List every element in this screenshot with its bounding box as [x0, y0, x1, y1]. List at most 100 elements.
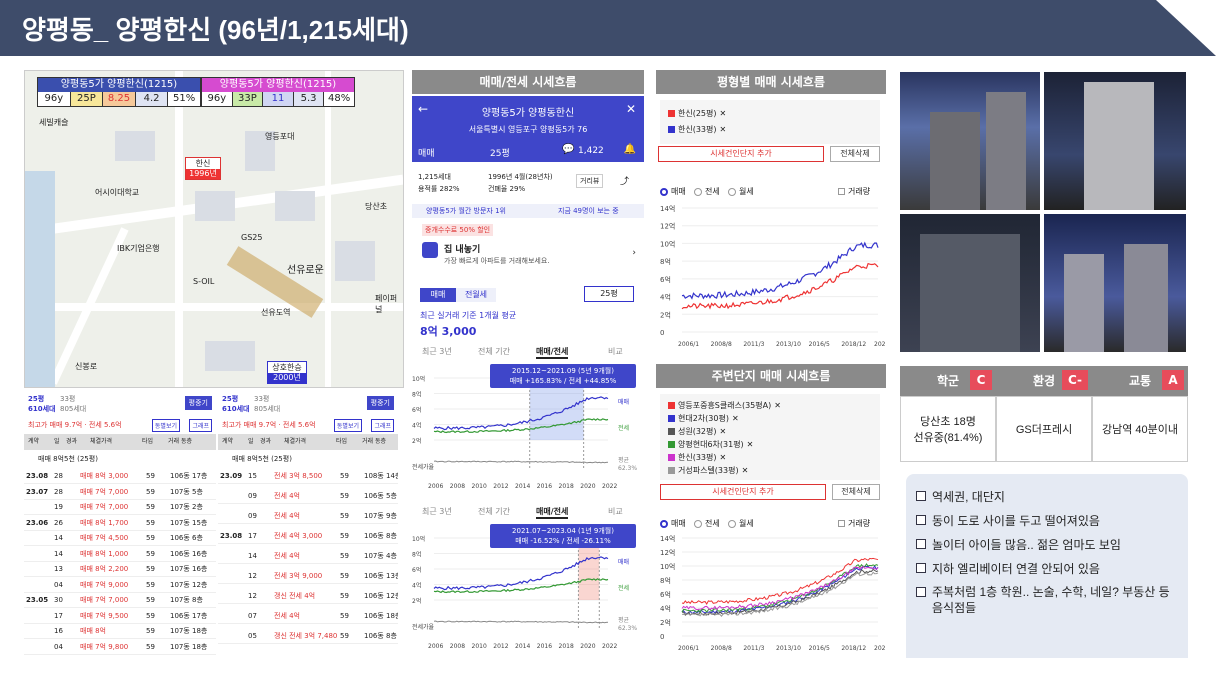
table-row[interactable]: 12 갱신 전세 4억 59 106동 12층	[218, 588, 398, 604]
chat-icon[interactable]: 💬	[562, 144, 575, 155]
add-complex-button[interactable]: 시세건인단지 추가	[658, 146, 824, 162]
table-row[interactable]: 13 매매 8억 2,200 59 107동 16층	[24, 561, 216, 577]
remove-icon[interactable]: ✕	[719, 125, 727, 134]
transaction-table-sale[interactable]: 25평 610세대 33평 805세대 평중기 최고가 매매 9.7억 · 전세 5.6억…	[24, 392, 216, 658]
column-header: 경과	[260, 438, 272, 445]
table-row[interactable]: 07 전세 4억 59 106동 18층	[218, 608, 398, 624]
table-row[interactable]: 16 매매 8억 59 107동 18층	[24, 623, 216, 639]
size-dropdown[interactable]: 25평	[584, 286, 634, 302]
legend-item[interactable]: 양평현대6차(31평) ✕	[668, 439, 753, 450]
radio-sale[interactable]: 매매	[660, 518, 686, 529]
score-head-env: 환경 C-	[996, 366, 1092, 396]
delete-all-button[interactable]: 전체삭제	[830, 146, 880, 162]
callout-text: 매매 -16.52% / 전세 -26.11%	[515, 536, 611, 545]
radio-monthly[interactable]: 월세	[728, 186, 754, 197]
by-dong-button[interactable]: 동별보기	[333, 419, 362, 432]
by-dong-button[interactable]: 동별보기	[151, 419, 180, 432]
legend-item[interactable]: 한신(33평) ✕	[668, 452, 726, 463]
remove-icon[interactable]: ✕	[774, 401, 781, 410]
sell-title[interactable]: 집 내놓기	[444, 245, 481, 255]
table-row[interactable]: 14 전세 4억 59 107동 4층	[218, 548, 398, 564]
table-row[interactable]: 23.08 28 매매 8억 3,000 59 106동 17층	[24, 468, 216, 484]
graph-button[interactable]: 그래프	[371, 419, 394, 432]
remove-icon[interactable]: ✕	[719, 109, 727, 118]
size-tab-33[interactable]: 33평 805세대	[60, 395, 87, 413]
flow-app-panel[interactable]: ← 양평동5가 양평동한신 ✕ 서울특별시 영등포구 양평동5가 76 매매 2…	[412, 96, 644, 658]
graph-button[interactable]: 그래프	[189, 419, 212, 432]
tab-compare[interactable]: 비교	[608, 347, 623, 356]
tab-sale[interactable]: 매매	[420, 288, 456, 302]
column-header: 거래 동층	[168, 438, 192, 445]
tab-rent[interactable]: 전월세	[456, 288, 496, 302]
table-row[interactable]: 23.08 17 전세 4억 3,000 59 106동 8층	[218, 528, 398, 544]
legend-item[interactable]: 영등포중흥S클래스(35평A) ✕	[668, 400, 781, 411]
table-row[interactable]: 09 전세 4억 59 106동 5층	[218, 488, 398, 504]
table-row[interactable]: 23.06 26 매매 8억 1,700 59 107동 15층	[24, 515, 216, 531]
legend-item[interactable]: 거성파스텔(33평) ✕	[668, 465, 748, 476]
x-tick-label: 2011/3	[743, 645, 764, 652]
remove-icon[interactable]: ✕	[719, 427, 727, 436]
table-row[interactable]: 14 매매 8억 1,000 59 106동 16층	[24, 546, 216, 562]
size-tab-25[interactable]: 25평 610세대	[28, 395, 56, 413]
nearby-panel[interactable]: 영등포중흥S클래스(35평A) ✕ 현대2차(30평) ✕ 성원(32평) ✕ 양평현대6차…	[656, 390, 886, 658]
radio-monthly[interactable]: 월세	[728, 518, 754, 529]
map-marker-sangho[interactable]: 상호한승 2000년	[267, 361, 307, 384]
tab-compare[interactable]: 비교	[608, 507, 623, 516]
table-row[interactable]: 12 전세 3억 9,000 59 106동 13층	[218, 568, 398, 584]
remove-icon[interactable]: ✕	[746, 440, 754, 449]
x-tick-label: 2021/7	[874, 645, 886, 652]
visitor-now: 지금 49명이 보는 중	[558, 207, 619, 215]
compare-button[interactable]: 평중기	[366, 396, 394, 410]
table-row[interactable]: 23.07 28 매매 7억 7,000 59 107동 5층	[24, 484, 216, 500]
table-cell: 갱신 전세 4억	[274, 592, 316, 600]
bell-icon[interactable]: 🔔	[623, 144, 636, 155]
add-complex-button[interactable]: 시세건인단지 추가	[660, 484, 826, 500]
infobox-title: 양평동5가 양평한신(1215)	[38, 78, 200, 92]
table-row[interactable]: 23.05 30 매매 7억 7,000 59 107동 8층	[24, 592, 216, 608]
table-cell: 매매 8억 1,700	[80, 518, 129, 527]
remove-icon[interactable]: ✕	[719, 453, 727, 462]
table-cell: 23.06	[26, 518, 49, 527]
legend-item[interactable]: 현대2차(30평) ✕	[668, 413, 739, 424]
streetview-button[interactable]: 거리뷰	[576, 174, 604, 188]
pyeong-panel[interactable]: 한신(25평) ✕ 한신(33평) ✕ 시세건인단지 추가 전체삭제 매매 전세 월…	[656, 96, 886, 354]
table-row[interactable]: 09 전세 4억 59 107동 9층	[218, 508, 398, 524]
tab-all[interactable]: 전체 기간	[478, 507, 510, 516]
tab-3y[interactable]: 최근 3년	[422, 347, 452, 356]
volume-checkbox[interactable]: 거래량	[838, 186, 870, 197]
legend-item[interactable]: 한신(25평) ✕	[668, 108, 726, 119]
table-row[interactable]: 04 매매 7억 9,000 59 107동 12층	[24, 577, 216, 593]
table-row[interactable]: 19 매매 7억 7,000 59 107동 2층	[24, 499, 216, 515]
chevron-right-icon[interactable]: ›	[632, 248, 636, 258]
tab-sale-jeonse[interactable]: 매매/전세	[536, 506, 569, 519]
legend-item[interactable]: 성원(32평) ✕	[668, 426, 726, 437]
volume-checkbox[interactable]: 거래량	[838, 518, 870, 529]
radio-sale[interactable]: 매매	[660, 186, 686, 197]
tab-3y[interactable]: 최근 3년	[422, 507, 452, 516]
map-panel[interactable]: 양평동5가 양평한신(1215) 96y 25P 8.25 4.2 51% 양평…	[24, 70, 404, 388]
series-label: 전세	[618, 584, 629, 592]
compare-button[interactable]: 평중기	[184, 396, 212, 410]
size-select[interactable]: 25평	[490, 149, 510, 159]
table-row[interactable]: 04 매매 7억 9,800 59 107동 18층	[24, 639, 216, 655]
back-icon[interactable]: ←	[418, 102, 429, 116]
legend-item[interactable]: 한신(33평) ✕	[668, 124, 726, 135]
table-row[interactable]: 05 갱신 전세 3억 7,480 59 106동 8층	[218, 628, 398, 644]
remove-icon[interactable]: ✕	[731, 414, 739, 423]
close-icon[interactable]: ✕	[625, 102, 636, 116]
map-marker-hanshin[interactable]: 한신 1996년	[185, 157, 221, 180]
tab-all[interactable]: 전체 기간	[478, 347, 510, 356]
size-tab-25[interactable]: 25평 610세대	[222, 395, 250, 413]
table-row[interactable]: 17 매매 7억 9,500 59 106동 17층	[24, 608, 216, 624]
table-row[interactable]: 23.09 15 전세 3억 8,500 59 108동 14층	[218, 468, 398, 484]
delete-all-button[interactable]: 전체삭제	[832, 484, 880, 500]
radio-jeonse[interactable]: 전세	[694, 186, 720, 197]
remove-icon[interactable]: ✕	[741, 466, 749, 475]
table-row[interactable]: 14 매매 7억 4,500 59 106동 6층	[24, 530, 216, 546]
size-tab-33[interactable]: 33평 805세대	[254, 395, 281, 413]
radio-jeonse[interactable]: 전세	[694, 518, 720, 529]
transaction-table-jeonse[interactable]: 25평 610세대 33평 805세대 평중기 최고가 매매 9.7억 · 전세 5.6억…	[218, 392, 398, 658]
share-icon[interactable]: ⤴	[620, 177, 630, 187]
tab-sale-jeonse[interactable]: 매매/전세	[536, 346, 569, 359]
deal-select[interactable]: 매매	[418, 149, 435, 159]
